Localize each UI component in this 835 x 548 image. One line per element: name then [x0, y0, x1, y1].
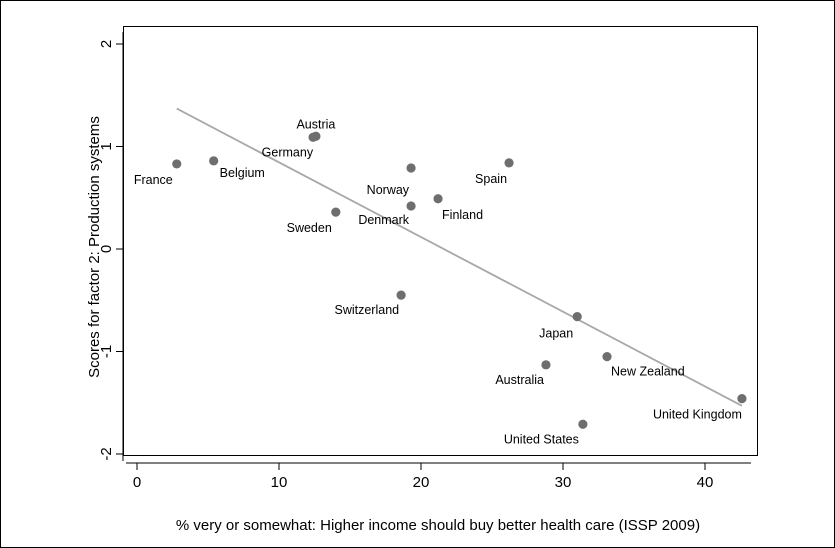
point-label-australia: Australia: [495, 373, 544, 387]
data-point-france: [172, 159, 182, 169]
point-label-norway: Norway: [367, 183, 410, 197]
x-tick-label: 20: [413, 474, 430, 491]
y-tick-label: 0: [98, 245, 115, 253]
fit-line-layer: [176, 107, 743, 407]
point-label-switzerland: Switzerland: [334, 303, 399, 317]
point-label-finland: Finland: [442, 208, 483, 222]
point-label-austria: Austria: [296, 117, 335, 131]
data-point-switzerland: [396, 290, 406, 300]
point-label-united-states: United States: [504, 432, 579, 446]
x-tick-label: 40: [697, 474, 714, 491]
point-label-sweden: Sweden: [287, 221, 332, 235]
data-point-sweden: [331, 207, 341, 217]
y-tick-label: -2: [98, 447, 115, 460]
y-tick-label: 1: [98, 142, 115, 150]
data-point-finland: [433, 194, 443, 204]
data-point-belgium: [209, 156, 219, 166]
data-point-spain: [504, 158, 514, 168]
y-axis: -2 -1 0 1 2: [98, 32, 124, 461]
point-labels-layer: France Belgium Austria Germany Sweden Switzer…: [134, 117, 742, 446]
x-tick-label: 30: [555, 474, 572, 491]
point-label-belgium: Belgium: [220, 166, 265, 180]
point-label-japan: Japan: [539, 327, 573, 341]
y-tick-label: 2: [98, 40, 115, 48]
point-label-germany: Germany: [262, 145, 314, 159]
data-point-germany: [308, 132, 318, 142]
point-label-new-zealand: New Zealand: [611, 365, 685, 379]
point-label-denmark: Denmark: [358, 213, 409, 227]
data-point-denmark: [406, 201, 416, 211]
y-axis-title: Scores for factor 2: Production systems: [86, 116, 103, 378]
x-axis: 0 10 20 30 40: [126, 462, 751, 491]
data-point-japan: [572, 312, 582, 322]
data-point-australia: [541, 360, 551, 370]
plot-region-frame: [123, 26, 758, 456]
regression-line: [176, 107, 743, 407]
x-axis-title: % very or somewhat: Higher income should…: [176, 517, 700, 534]
y-tick-label: -1: [98, 345, 115, 358]
data-point-united-kingdom: [737, 394, 747, 404]
points-layer: [172, 131, 747, 429]
point-label-france: France: [134, 173, 173, 187]
point-label-spain: Spain: [475, 172, 507, 186]
x-tick-label: 0: [133, 474, 141, 491]
data-point-united-states: [578, 419, 588, 429]
x-tick-label: 10: [271, 474, 288, 491]
data-point-norway: [406, 163, 416, 173]
point-label-united-kingdom: United Kingdom: [653, 408, 742, 422]
data-point-new-zealand: [602, 352, 612, 362]
